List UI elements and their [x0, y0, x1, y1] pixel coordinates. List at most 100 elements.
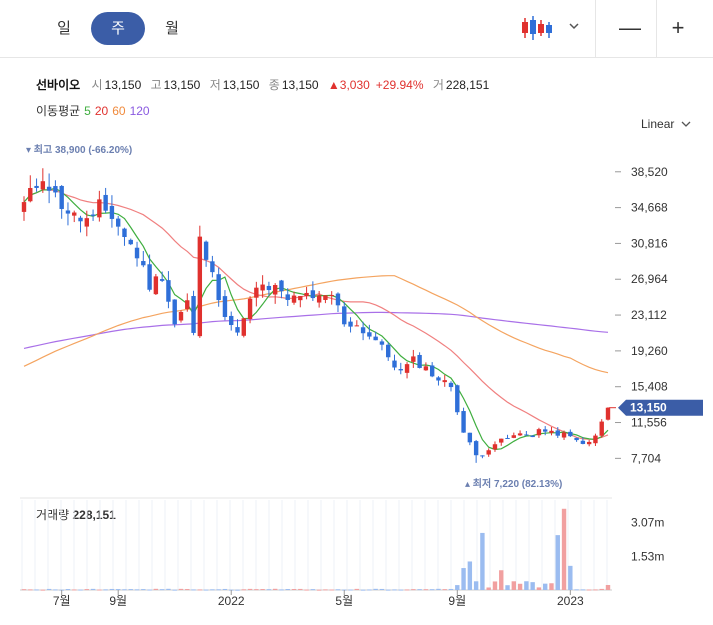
chevron-down-icon: [681, 121, 691, 127]
y-tick-label: 30,816: [631, 236, 668, 250]
period-toolbar: 일 주 월 — +: [0, 0, 713, 58]
candle-body: [486, 450, 491, 455]
volume-bar: [599, 588, 604, 590]
candle-body: [191, 296, 196, 333]
volume-bar: [285, 589, 290, 591]
ma60-path: [23, 275, 609, 374]
candle-body: [28, 188, 33, 202]
volume-bar: [555, 535, 560, 590]
volume-bar: [492, 581, 498, 590]
volume-bar: [235, 589, 240, 591]
price-summary: 선바이오 시 13,150 고 13,150 저 13,150 종 13,150 ▲3,…: [36, 76, 495, 93]
volume-bar: [467, 561, 473, 590]
change-value: ▲3,030: [327, 78, 370, 92]
candle-body: [21, 202, 27, 212]
ma120-label: 120: [129, 104, 150, 118]
volume-bar: [78, 589, 83, 591]
tab-week[interactable]: 주: [91, 12, 145, 45]
candle-body: [549, 430, 554, 433]
candle-body: [461, 411, 466, 433]
volume-bar: [266, 589, 272, 591]
candle-body: [499, 438, 504, 443]
volume-bar: [323, 589, 328, 591]
scale-selector[interactable]: Linear: [641, 117, 691, 131]
candle-body: [398, 369, 403, 371]
candle-body: [568, 431, 573, 437]
divider: [595, 0, 596, 58]
volume-bar: [28, 589, 33, 591]
volume-bar: [524, 581, 529, 590]
axes: 38,520 34,668 30,816 26,964 23,112 19,260 15,4…: [53, 165, 668, 608]
y-tick-label: 38,520: [631, 165, 668, 179]
y-tick-label: 7,704: [631, 451, 661, 465]
volume-bar: [65, 589, 71, 591]
ma20-label: 20: [94, 104, 109, 118]
candle-body: [511, 435, 517, 438]
volume-bar: [178, 588, 184, 590]
volume-bar: [417, 589, 422, 591]
volume-value: 228,151: [445, 78, 490, 92]
current-price-tag: [618, 399, 703, 416]
candle-body: [34, 185, 39, 188]
x-tick-label: 2022: [218, 594, 245, 608]
volume-bar: [84, 589, 89, 591]
volume-label: 거: [432, 78, 444, 92]
volume-bar: [103, 589, 108, 591]
candle-body: [115, 218, 121, 227]
zoom-in-button[interactable]: +: [671, 15, 685, 40]
volume-bar: [536, 587, 542, 590]
volume-title-value: 228,151: [72, 508, 116, 522]
volume-bar: [455, 585, 460, 590]
chart-type-selector[interactable]: [520, 14, 582, 42]
volume-bar: [442, 589, 447, 591]
candle-body: [260, 284, 265, 291]
open-label: 시: [91, 78, 103, 92]
candle-body: [379, 341, 385, 345]
divider: [656, 0, 657, 58]
candle-body: [153, 276, 159, 295]
stock-name: 선바이오: [36, 78, 81, 92]
candle-body: [448, 382, 454, 388]
candle-body: [473, 441, 479, 456]
candle-body: [310, 290, 316, 299]
close-label: 종: [268, 78, 280, 92]
candle-body: [316, 295, 322, 303]
annotations: ▾ 최고 38,900 (-66.20%) ▴ 최저 7,220 (82.13%)…: [26, 143, 703, 490]
candle-body: [561, 432, 567, 438]
ma-label: 이동평균: [36, 104, 81, 118]
volume-bar: [329, 589, 334, 591]
high-value: 13,150: [163, 78, 201, 92]
volume-bar: [72, 589, 77, 591]
volume-bar: [147, 589, 152, 591]
candle-body: [210, 261, 215, 273]
candle-body: [266, 285, 272, 291]
candle-body: [555, 430, 560, 436]
volume-bar: [543, 583, 548, 590]
candle-body: [185, 300, 190, 310]
tab-month[interactable]: 월: [165, 20, 179, 37]
candle-body: [580, 440, 586, 444]
candle-body: [203, 241, 209, 260]
candle-body: [147, 264, 152, 290]
open-value: 13,150: [104, 78, 142, 92]
tab-day[interactable]: 일: [57, 20, 71, 37]
zoom-out-button[interactable]: —: [619, 15, 641, 40]
low-label: 저: [209, 78, 221, 92]
candle-body: [178, 311, 184, 321]
candle-body: [543, 429, 548, 432]
ma5-label: 5: [84, 104, 91, 118]
volume-bar: [574, 589, 579, 591]
volume-bar: [499, 570, 504, 590]
candle-body: [128, 239, 133, 245]
ma120-path: [23, 311, 609, 349]
candle-body: [373, 336, 378, 341]
volume-bar: [379, 588, 385, 590]
volume-bar: [172, 589, 177, 591]
candle-body: [599, 421, 604, 436]
candle-body: [530, 435, 535, 438]
candle-body: [254, 287, 259, 298]
volume-bar: [153, 588, 159, 590]
ma5-path: [23, 187, 609, 451]
volume-bar: [398, 589, 403, 591]
